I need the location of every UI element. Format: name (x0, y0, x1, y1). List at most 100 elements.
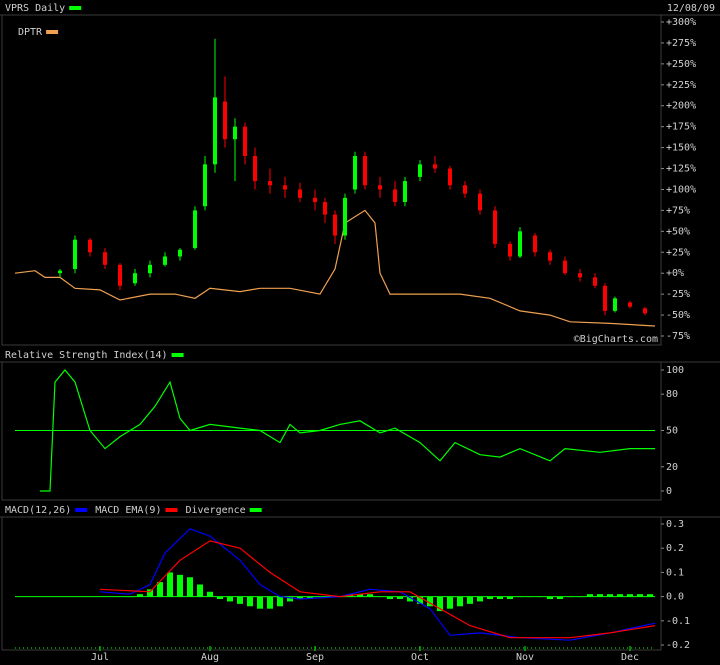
legend-swatch (46, 30, 59, 34)
histogram-bar (507, 596, 513, 600)
y-tick-label: +75% (666, 205, 690, 216)
legend-label: MACD EMA(9) (95, 505, 161, 516)
candle-body (58, 270, 62, 274)
candle-body (578, 273, 582, 278)
candle-body (463, 185, 467, 194)
line-series (40, 369, 655, 492)
y-tick-label: -0.1 (666, 616, 690, 627)
histogram-bar (397, 596, 403, 600)
y-tick-label: +150% (666, 143, 696, 154)
candle-body (343, 197, 347, 236)
histogram-bar (457, 596, 463, 607)
y-tick-label: +275% (666, 38, 696, 49)
y-tick-label: 0.3 (666, 519, 684, 530)
histogram-bar (317, 596, 323, 598)
candle-body (233, 126, 237, 140)
y-tick-label: -0.2 (666, 640, 690, 651)
candle-body (403, 181, 407, 203)
candle-body (298, 189, 302, 198)
legend-swatch (75, 508, 88, 512)
histogram-bar (467, 596, 473, 604)
legend-swatch (69, 6, 82, 10)
histogram-bar (127, 596, 133, 598)
histogram-bar (137, 594, 143, 597)
x-tick-label: Jul (91, 652, 109, 663)
histogram-bar (527, 596, 533, 598)
y-tick-label: 20 (666, 462, 678, 473)
x-tick-label: Aug (201, 652, 219, 663)
candle-body (378, 185, 382, 190)
histogram-bar (627, 594, 633, 597)
histogram-bar (217, 596, 223, 600)
legend-label: DPTR (18, 27, 43, 38)
candle-body (433, 164, 437, 169)
candle-body (563, 260, 567, 274)
y-tick-label: +250% (666, 59, 696, 70)
candle-body (613, 298, 617, 311)
histogram-bar (297, 596, 303, 600)
histogram-bar (577, 596, 583, 598)
candle-body (533, 235, 537, 253)
candle-body (548, 252, 552, 261)
y-tick-label: +125% (666, 164, 696, 175)
candle-body (193, 210, 197, 249)
line-series (99, 540, 656, 639)
histogram-bar (517, 596, 523, 598)
chart-date: 12/08/09 (667, 3, 715, 14)
histogram-bar (557, 596, 563, 600)
candle-body (353, 155, 357, 190)
histogram-bar (617, 594, 623, 597)
y-tick-label: 50 (666, 426, 678, 437)
histogram-bar (607, 594, 613, 597)
histogram-bar (497, 596, 503, 600)
candle-body (223, 101, 227, 140)
histogram-bar (157, 582, 163, 597)
candle-body (603, 285, 607, 311)
histogram-bar (567, 596, 573, 598)
candle-body (323, 202, 327, 215)
histogram-bar (547, 596, 553, 600)
legend-swatch (165, 508, 178, 512)
histogram-bar (437, 596, 443, 612)
y-tick-label: +100% (666, 184, 696, 195)
y-tick-label: -50% (666, 310, 690, 321)
x-tick-label: Sep (306, 652, 324, 663)
histogram-bar (377, 596, 383, 598)
candle-body (73, 239, 77, 270)
candle-body (148, 264, 152, 274)
candle-body (628, 302, 632, 307)
y-tick-label: 0.1 (666, 567, 684, 578)
histogram-bar (227, 596, 233, 602)
y-tick-label: 80 (666, 389, 678, 400)
y-tick-label: +200% (666, 101, 696, 112)
histogram-bar (287, 596, 293, 602)
candle-body (213, 97, 217, 165)
candle-body (103, 252, 107, 265)
histogram-bar (417, 596, 423, 604)
candle-body (448, 168, 452, 186)
chart-title: VPRS Daily (5, 3, 65, 14)
histogram-bar (647, 594, 653, 597)
histogram-bar (367, 594, 373, 597)
candle-body (243, 126, 247, 156)
x-tick-label: Nov (516, 652, 534, 663)
y-tick-label: +25% (666, 247, 690, 258)
histogram-bar (447, 596, 453, 609)
candle-body (118, 264, 122, 286)
histogram-bar (177, 574, 183, 597)
histogram-bar (147, 589, 153, 597)
histogram-bar (477, 596, 483, 602)
histogram-bar (537, 596, 543, 598)
legend-swatch (249, 508, 262, 512)
histogram-bar (167, 572, 173, 597)
histogram-bar (267, 596, 273, 609)
y-tick-label: +50% (666, 226, 690, 237)
y-tick-label: 0 (666, 486, 672, 497)
y-tick-label: +300% (666, 17, 696, 28)
histogram-bar (637, 594, 643, 597)
histogram-bar (257, 596, 263, 609)
line-series (14, 209, 656, 327)
y-tick-label: 0.0 (666, 592, 684, 603)
